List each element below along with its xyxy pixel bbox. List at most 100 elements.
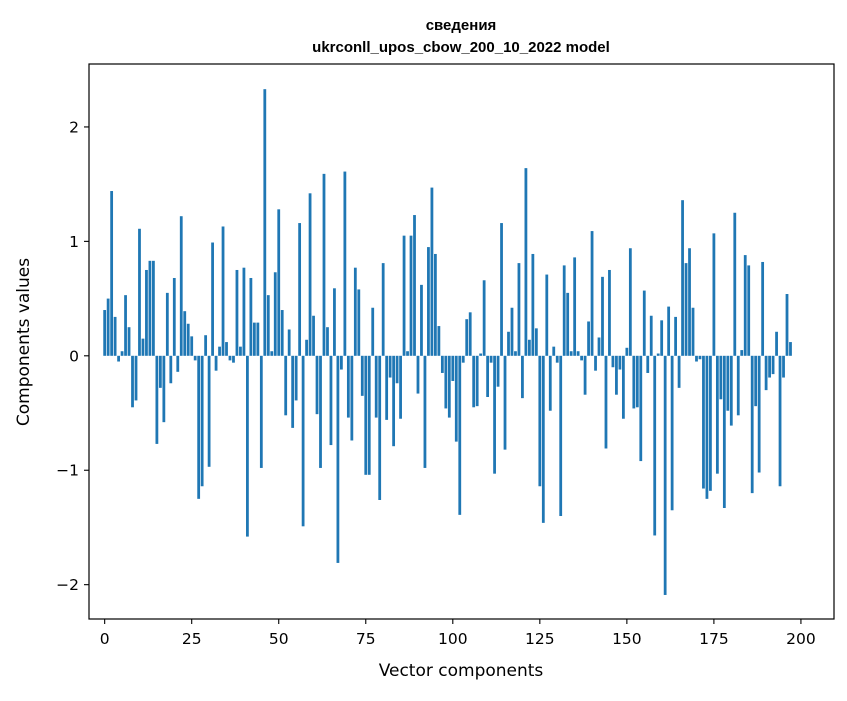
bar (590, 231, 594, 356)
bar (221, 226, 225, 356)
bar (259, 355, 263, 468)
bar (489, 355, 493, 363)
bar (674, 316, 677, 356)
bar (705, 355, 709, 499)
bar (750, 355, 754, 494)
x-tick-label: 25 (182, 630, 202, 648)
bar (702, 355, 705, 489)
bar (145, 269, 148, 356)
bar (249, 277, 253, 356)
bar (597, 337, 601, 356)
bar (472, 355, 476, 408)
bar (510, 307, 514, 356)
bar (740, 350, 744, 356)
bar (736, 355, 740, 416)
bar (367, 355, 371, 475)
bar (364, 355, 368, 475)
bar (200, 355, 204, 487)
bar (601, 276, 604, 356)
bar (416, 355, 420, 394)
bar (204, 335, 208, 356)
bar (333, 288, 336, 356)
bar (663, 355, 667, 595)
x-tick-label: 75 (356, 630, 376, 648)
bar (214, 355, 218, 371)
bar (580, 355, 583, 361)
bar (555, 355, 559, 363)
bar (670, 355, 674, 511)
bar (656, 353, 660, 356)
bar (183, 311, 187, 356)
bar (158, 355, 162, 388)
bar (527, 339, 531, 356)
bar (771, 355, 775, 375)
bar (343, 171, 347, 356)
bar (573, 257, 577, 356)
y-tick-label: −2 (56, 576, 79, 594)
bar (232, 355, 235, 363)
bar (688, 248, 691, 356)
bar (315, 355, 319, 415)
bar (155, 355, 159, 444)
bar (434, 253, 437, 356)
bar (698, 355, 702, 360)
bar (273, 272, 277, 356)
bar (211, 242, 214, 356)
bar (225, 342, 228, 356)
bar (458, 355, 462, 515)
bar (113, 316, 117, 356)
bar (413, 215, 416, 356)
bar (468, 312, 472, 356)
bar (587, 321, 590, 356)
bar (681, 200, 684, 356)
bar (632, 355, 636, 409)
bar (778, 355, 782, 487)
bar (628, 248, 632, 356)
bar (761, 261, 765, 356)
y-axis-ticks: −2 −1 0 1 2 (56, 118, 89, 594)
y-tick-label: 0 (69, 347, 79, 365)
bar (402, 235, 406, 356)
bar (430, 187, 434, 356)
bar (138, 228, 141, 356)
bars-layer (103, 89, 792, 595)
bar (562, 265, 566, 356)
bar (743, 255, 747, 356)
bar (172, 277, 176, 356)
bar (371, 307, 375, 356)
bar (541, 355, 545, 523)
bar (106, 298, 110, 356)
bar (440, 355, 444, 373)
bar (789, 342, 792, 356)
bar (785, 294, 789, 356)
bar (353, 267, 357, 356)
bar (291, 355, 295, 428)
bar (667, 306, 671, 356)
bar (120, 351, 124, 356)
plot-frame (88, 63, 835, 620)
bar (559, 355, 563, 517)
bar (677, 355, 681, 388)
bar (649, 315, 653, 356)
bar (179, 216, 183, 356)
chart-subtitle: ukrconll_upos_cbow_200_10_2022 model (312, 39, 610, 56)
x-tick-label: 175 (699, 630, 729, 648)
bar (357, 289, 361, 356)
bar (395, 355, 399, 384)
bar (193, 355, 197, 361)
bar (134, 355, 138, 401)
bar (235, 269, 239, 356)
bar (500, 223, 503, 356)
bar (496, 355, 500, 387)
bar (148, 260, 152, 356)
bar (514, 351, 517, 356)
bar (733, 212, 737, 356)
bar (165, 292, 169, 356)
bar (447, 355, 451, 418)
bar (301, 355, 305, 527)
bar (754, 355, 758, 407)
bar (239, 346, 242, 356)
bar (608, 269, 611, 356)
